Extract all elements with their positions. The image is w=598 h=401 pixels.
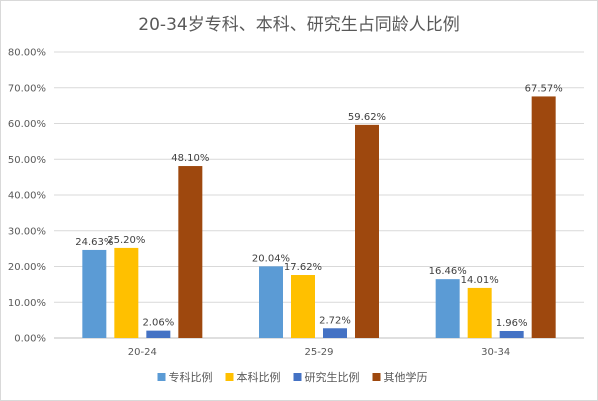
y-tick-label: 20.00% [8,262,46,273]
legend: 专科比例 本科比例 研究生比例 其他学历 [157,370,428,384]
gridlines [54,51,584,339]
bar [178,166,203,338]
bar [146,330,171,338]
x-tick-label: 25-29 [304,347,333,358]
legend-label: 其他学历 [384,370,428,384]
legend-item: 其他学历 [372,370,428,384]
bar [323,328,347,338]
bar [499,330,524,338]
data-label: 59.62% [348,112,386,123]
legend-label: 专科比例 [169,370,213,384]
y-axis-ticks: 0.00% 10.00% 20.00% 30.00% 40.00% 50.00% 60.00… [8,48,46,345]
data-label: 25.20% [107,235,145,246]
y-tick-label: 40.00% [8,191,46,202]
bars [82,96,556,339]
x-tick-label: 30-34 [481,347,510,358]
y-tick-label: 70.00% [8,83,46,94]
data-label: 16.46% [429,266,467,277]
bar [531,96,556,338]
legend-swatch [293,373,302,381]
bar [82,249,107,338]
legend-label: 研究生比例 [305,370,360,384]
legend-swatch [372,373,381,381]
legend-swatch [157,373,166,381]
y-tick-label: 30.00% [8,226,46,237]
data-label: 14.01% [461,275,499,286]
data-labels: 24.63%25.20% 2.06% 48.10% 20.04%17.62% 2.72%… [75,83,562,329]
x-tick-label: 20-24 [128,347,157,358]
y-tick-label: 0.00% [14,334,46,345]
y-tick-label: 10.00% [8,298,46,309]
data-label: 24.63% [75,237,113,248]
y-tick-label: 60.00% [8,119,46,130]
data-label: 20.04% [252,253,290,264]
legend-item: 研究生比例 [293,370,360,384]
legend-label: 本科比例 [237,370,281,384]
data-label: 2.72% [319,315,351,326]
bar [435,279,460,338]
data-label: 1.96% [496,318,528,329]
data-label: 48.10% [171,153,209,164]
y-tick-label: 80.00% [8,48,46,59]
legend-swatch [225,373,234,381]
x-axis-ticks: 20-24 25-29 30-34 [128,347,510,358]
bar [259,266,283,338]
bar [467,287,492,338]
legend-item: 本科比例 [225,370,281,384]
bar [291,275,315,338]
data-label: 2.06% [142,318,174,329]
legend-item: 专科比例 [157,370,213,384]
chart-title: 20-34岁专科、本科、研究生占同龄人比例 [138,15,459,35]
bar [114,247,139,338]
bar [355,124,379,339]
y-tick-label: 50.00% [8,155,46,166]
data-label: 67.57% [525,83,563,94]
data-label: 17.62% [284,262,322,273]
